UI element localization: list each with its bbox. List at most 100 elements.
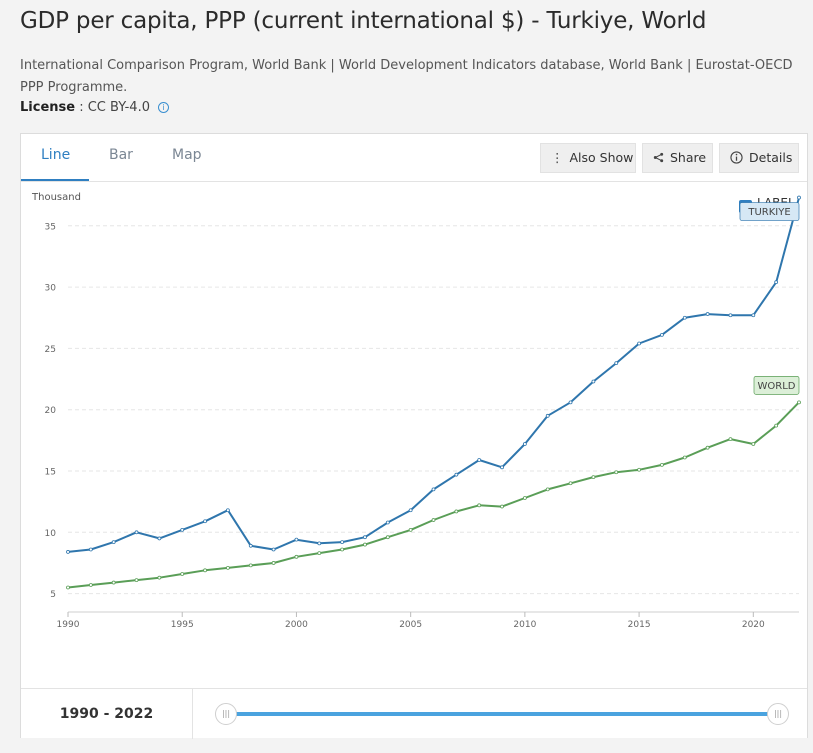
- data-point-turkiye: [203, 519, 207, 524]
- series-line-turkiye: [67, 197, 800, 553]
- range-footer: 1990 - 2022 ||| |||: [21, 688, 807, 739]
- data-point-world: [477, 503, 482, 508]
- data-point-turkiye: [431, 487, 436, 492]
- data-point-world: [522, 496, 527, 500]
- data-point-turkiye: [568, 400, 573, 405]
- x-tick-label: 2015: [628, 620, 651, 630]
- y-tick-label: 35: [45, 222, 56, 232]
- license-label: License: [20, 100, 76, 115]
- y-tick-label: 15: [45, 468, 56, 478]
- data-point-world: [591, 475, 596, 480]
- license: License : CC BY-4.0 i: [20, 100, 169, 115]
- x-tick-label: 2005: [399, 620, 422, 630]
- series-label-world: WORLD: [758, 381, 796, 392]
- data-point-world: [728, 437, 733, 442]
- data-point-world: [431, 518, 436, 522]
- data-point-world: [682, 455, 687, 460]
- series-label-turkiye: TURKIYE: [747, 207, 790, 218]
- data-point-world: [637, 467, 641, 472]
- data-point-turkiye: [705, 312, 710, 316]
- share-button[interactable]: Share: [642, 143, 713, 173]
- info-circle-icon: [730, 144, 743, 172]
- data-point-world: [614, 470, 619, 475]
- data-point-turkiye: [88, 547, 93, 552]
- data-point-world: [157, 575, 162, 580]
- data-point-turkiye: [500, 465, 504, 470]
- year-range-track[interactable]: [226, 712, 779, 716]
- data-point-turkiye: [797, 195, 801, 200]
- data-point-turkiye: [637, 341, 641, 346]
- data-point-world: [774, 423, 779, 428]
- y-tick-label: 5: [50, 590, 56, 600]
- tab-map[interactable]: Map: [172, 147, 202, 163]
- data-point-turkiye: [728, 313, 733, 318]
- data-point-turkiye: [682, 315, 687, 320]
- data-point-turkiye: [660, 333, 664, 337]
- data-point-turkiye: [180, 527, 185, 532]
- series-label-box-world: [753, 375, 800, 395]
- active-tab-indicator: [21, 179, 89, 181]
- data-point-turkiye: [408, 508, 413, 513]
- data-point-turkiye: [363, 535, 367, 540]
- info-icon[interactable]: i: [157, 102, 169, 113]
- data-point-turkiye: [385, 520, 390, 525]
- y-tick-label: 30: [45, 284, 57, 294]
- data-point-world: [294, 554, 299, 559]
- x-tick-label: 2010: [513, 620, 536, 630]
- range-end-handle[interactable]: |||: [767, 703, 789, 725]
- share-icon: [653, 144, 664, 172]
- details-label: Details: [749, 150, 793, 165]
- data-point-world: [797, 400, 801, 405]
- data-point-turkiye: [545, 413, 550, 418]
- data-point-turkiye: [248, 543, 253, 548]
- year-range-text: 1990 - 2022: [21, 689, 193, 739]
- line-chart: Thousand 5 10 15 20 25 30 35 1990 1995 2000 2005 201…: [31, 192, 801, 630]
- data-point-world: [568, 481, 573, 486]
- y-tick-label: 20: [45, 406, 57, 416]
- data-point-world: [248, 563, 253, 568]
- y-tick-label: 10: [45, 529, 57, 539]
- data-point-world: [203, 568, 207, 573]
- data-point-turkiye: [614, 361, 619, 366]
- data-point-world: [180, 572, 185, 576]
- page-title: GDP per capita, PPP (current internation…: [20, 8, 707, 34]
- tab-bar[interactable]: Bar: [109, 147, 133, 163]
- data-point-world: [705, 445, 710, 450]
- chart-card: Line Bar Map ⋮Also Show Share Details ✓L…: [20, 133, 808, 739]
- also-show-label: Also Show: [569, 150, 634, 165]
- also-show-button[interactable]: ⋮ Also Show: [540, 143, 636, 173]
- data-point-world: [111, 580, 116, 585]
- data-point-world: [134, 578, 139, 583]
- data-point-world: [751, 442, 756, 446]
- data-point-world: [88, 583, 93, 587]
- tab-line[interactable]: Line: [41, 147, 71, 163]
- x-tick-label: 1990: [57, 620, 80, 630]
- data-point-turkiye: [317, 541, 322, 546]
- data-point-turkiye: [751, 313, 756, 318]
- data-point-world: [340, 547, 345, 552]
- data-point-turkiye: [271, 547, 276, 552]
- data-point-world: [660, 462, 664, 467]
- data-point-turkiye: [340, 540, 345, 545]
- data-point-turkiye: [66, 550, 70, 554]
- data-point-world: [385, 535, 390, 540]
- data-point-turkiye: [226, 508, 230, 513]
- data-point-world: [408, 527, 413, 532]
- data-point-world: [317, 551, 322, 556]
- data-point-turkiye: [477, 458, 482, 462]
- y-axis-label: Thousand: [31, 192, 81, 203]
- license-value: : CC BY-4.0: [75, 100, 150, 115]
- details-button[interactable]: Details: [719, 143, 799, 173]
- data-point-turkiye: [522, 442, 527, 446]
- data-point-turkiye: [134, 530, 139, 535]
- data-point-world: [545, 487, 550, 492]
- range-start-handle[interactable]: |||: [215, 703, 237, 725]
- series-line-world: [67, 401, 800, 589]
- kebab-menu-icon: ⋮: [551, 150, 564, 165]
- data-point-world: [363, 542, 367, 547]
- data-point-world: [454, 509, 459, 514]
- series-label-box-turkiye: [739, 202, 800, 221]
- data-point-world: [500, 504, 504, 509]
- data-point-world: [226, 565, 230, 570]
- tab-bar: Line Bar Map ⋮ Also Show Share Details: [21, 134, 807, 182]
